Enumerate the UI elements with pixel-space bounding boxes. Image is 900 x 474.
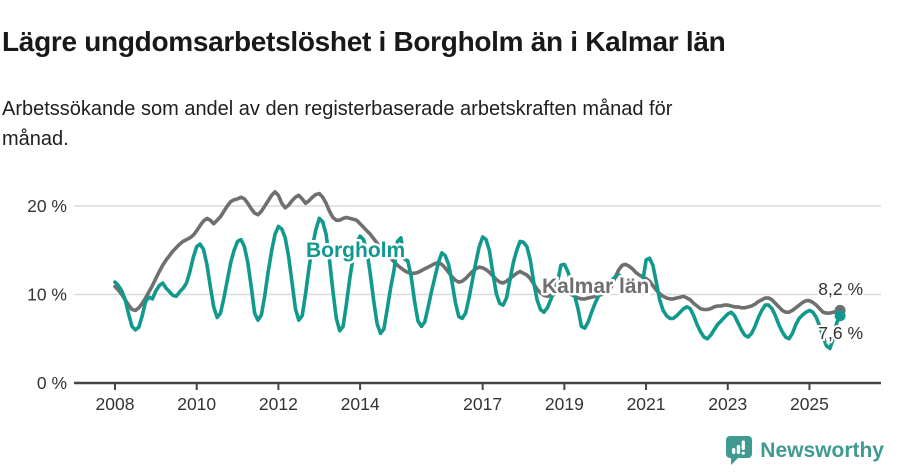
newsworthy-bubble-chart-icon — [726, 436, 753, 465]
x-axis: 2008 2010 2012 2014 2017 2019 2021 2023 2025 — [74, 381, 881, 414]
chart-subtitle: Arbetssökande som andel av den registerb… — [2, 98, 673, 150]
x-tick-label: 2012 — [259, 394, 298, 414]
borgholm-end-dot — [834, 310, 846, 322]
brand-name: Newsworthy — [760, 438, 884, 462]
x-tick-label: 2017 — [463, 394, 502, 414]
borgholm-series-label: Borgholm — [306, 239, 405, 262]
x-tick-label: 2025 — [790, 394, 829, 414]
x-tick-label: 2021 — [627, 394, 666, 414]
page-title: Lägre ungdomsarbetslöshet i Borgholm än … — [2, 25, 726, 57]
x-tick-label: 2023 — [708, 394, 747, 414]
series-lines — [113, 190, 842, 351]
x-tick-label: 2019 — [545, 394, 584, 414]
end-dots — [834, 304, 846, 322]
y-tick-label: 20 % — [27, 196, 67, 216]
y-tick-label: 10 % — [27, 285, 67, 305]
x-tick-label: 2014 — [341, 394, 380, 414]
borgholm-line — [113, 216, 842, 351]
x-tick-label: 2010 — [177, 394, 216, 414]
newsworthy-logo[interactable]: Newsworthy — [725, 435, 884, 466]
kalmar-series-label: Kalmar län — [542, 275, 649, 298]
borgholm-end-value-label: 7,6 % — [818, 323, 863, 343]
gridlines: 0 % 10 % 20 % — [27, 196, 881, 393]
x-tick-label: 2008 — [96, 394, 135, 414]
kalmar-line — [113, 190, 842, 315]
kalmar-end-value-label: 8,2 % — [818, 279, 863, 299]
series-labels: Borgholm 7,6 % Kalmar län 8,2 % — [304, 237, 866, 346]
y-tick-label: 0 % — [37, 373, 67, 393]
